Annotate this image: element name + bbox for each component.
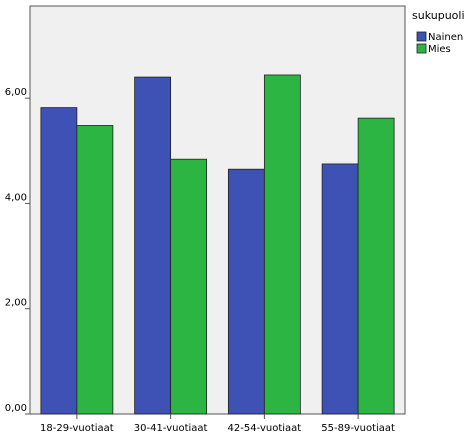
legend-swatch-nainen xyxy=(416,31,427,42)
bar-mies-2 xyxy=(170,158,208,415)
y-tick-label: 4,00 xyxy=(5,192,27,203)
y-tick-label: 0,00 xyxy=(5,403,27,414)
x-tick-label: 42-54-vuotiaat xyxy=(228,423,302,434)
legend-label-mies: Mies xyxy=(428,44,451,55)
y-tick-label: 6,00 xyxy=(5,87,27,98)
legend-title: sukupuoli xyxy=(412,9,465,22)
bar-nainen-1 xyxy=(40,107,78,415)
bar-mies-1 xyxy=(76,125,114,415)
x-axis: 18-29-vuotiaat 30-41-vuotiaat 42-54-vuotia… xyxy=(40,414,395,434)
bar-nainen-2 xyxy=(134,76,172,415)
x-tick-label: 55-89-vuotiaat xyxy=(321,423,395,434)
bar-mies-3 xyxy=(263,74,301,415)
x-tick-label: 18-29-vuotiaat xyxy=(40,423,114,434)
bars-group xyxy=(40,74,395,415)
x-tick-label: 30-41-vuotiaat xyxy=(134,423,208,434)
y-tick-label: 2,00 xyxy=(5,298,27,309)
legend-swatch-mies xyxy=(416,43,427,54)
legend-label-nainen: Nainen xyxy=(428,32,463,43)
y-axis: 0,00 2,00 4,00 6,00 xyxy=(5,87,30,415)
bar-nainen-4 xyxy=(321,163,359,415)
bar-nainen-3 xyxy=(227,168,265,415)
bar-mies-4 xyxy=(357,117,395,415)
